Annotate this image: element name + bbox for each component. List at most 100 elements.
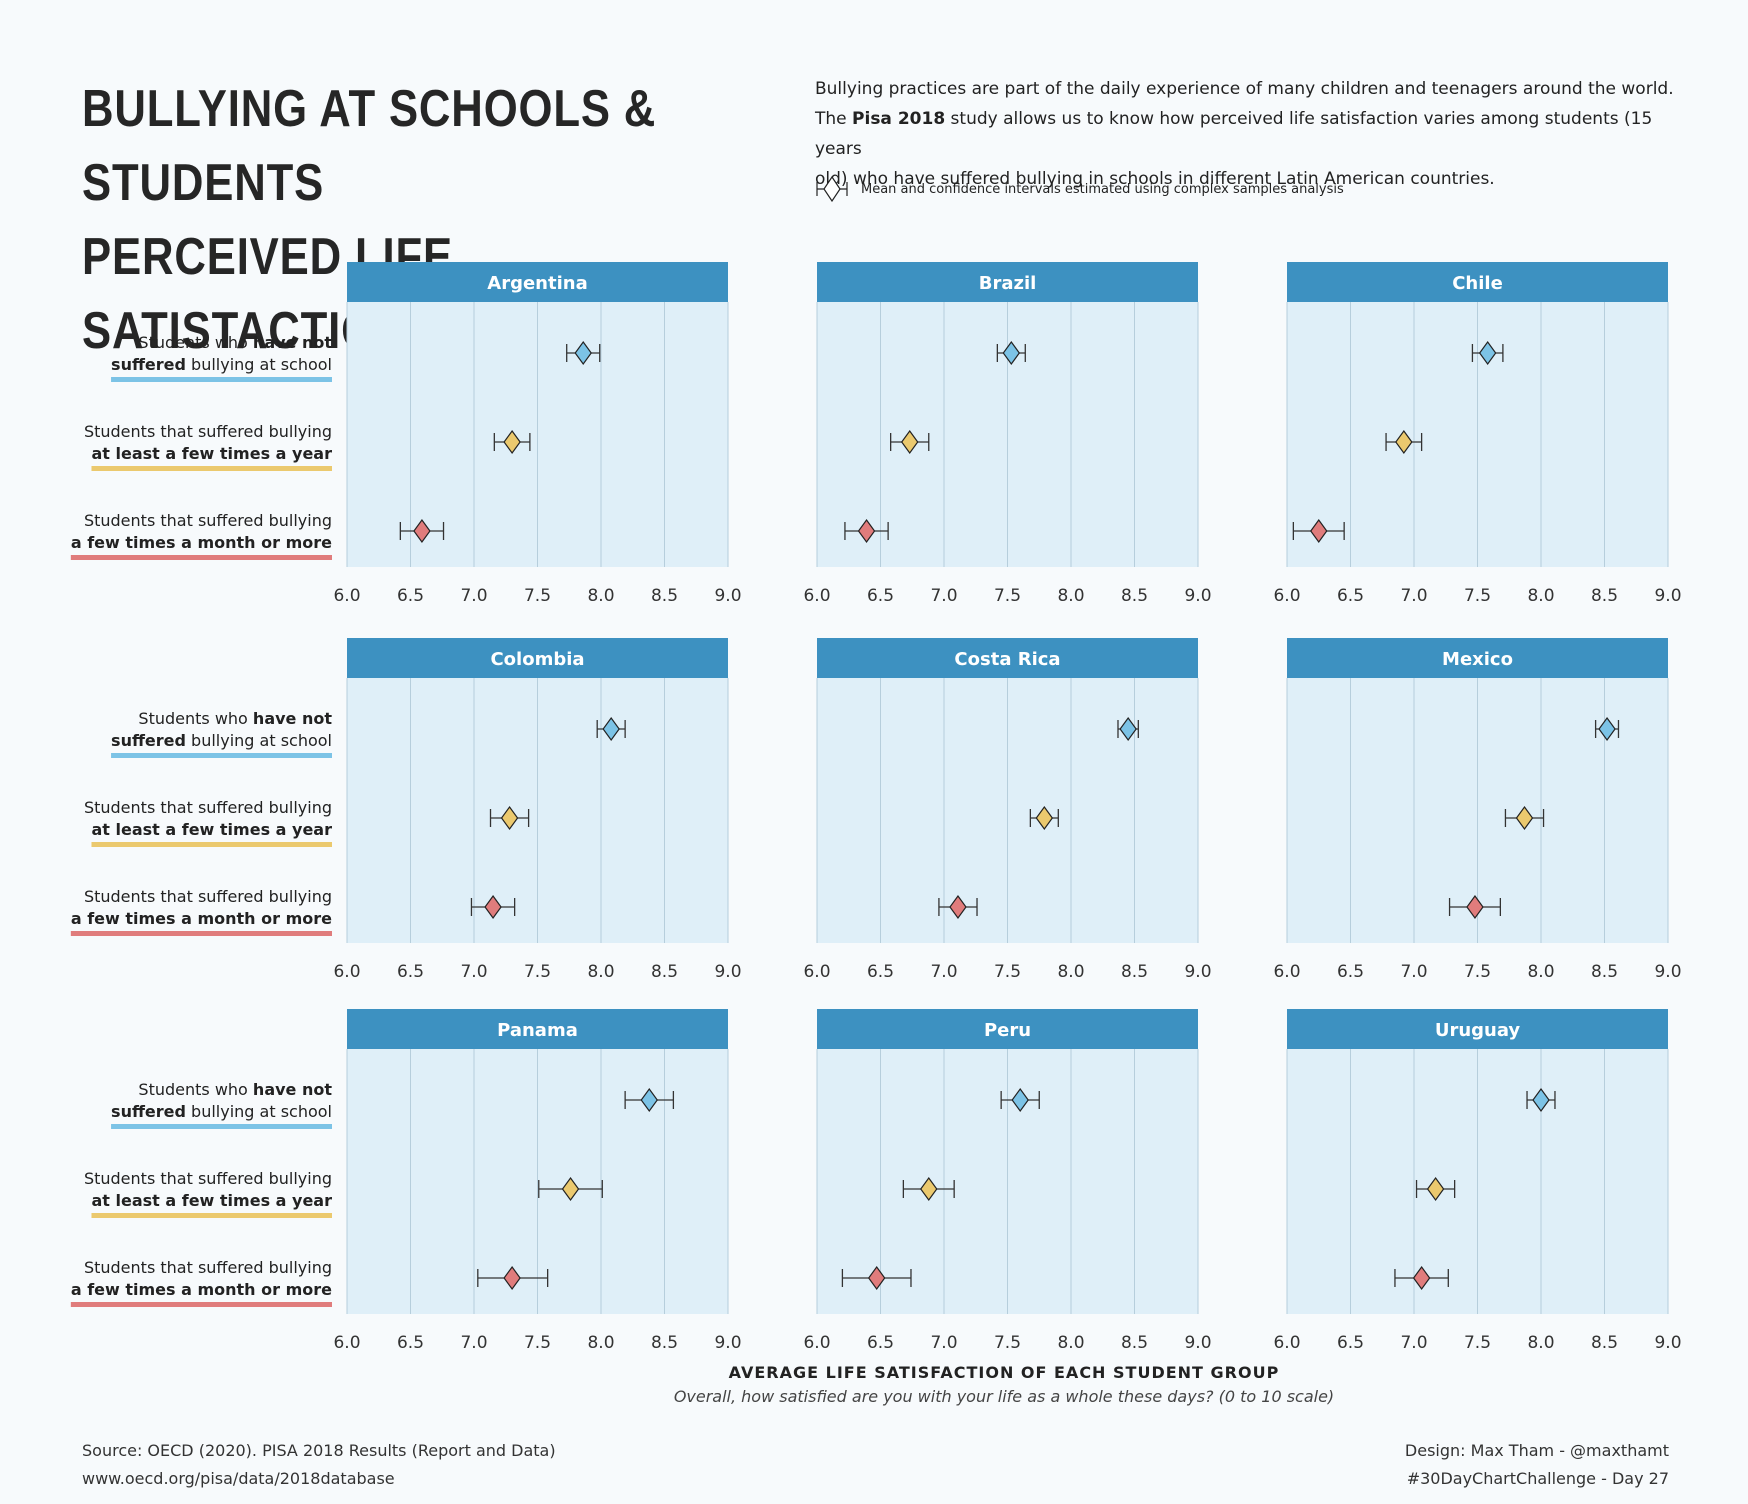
- x-tick-label: 9.0: [1184, 586, 1211, 606]
- mean-diamond: [602, 716, 620, 742]
- x-tick-label: 9.0: [714, 586, 741, 606]
- group-label-underline: [111, 1124, 332, 1129]
- group-label-line-2: a few times a month or more: [71, 1280, 332, 1299]
- x-tick-label: 7.5: [524, 586, 551, 606]
- x-tick-label: 6.5: [1337, 586, 1364, 606]
- x-tick-label: 8.5: [1121, 586, 1148, 606]
- x-tick-label: 8.0: [587, 586, 614, 606]
- x-tick-label: 6.0: [1273, 586, 1300, 606]
- group-label-underline: [91, 466, 332, 471]
- data-point-monthly: [1394, 1265, 1449, 1291]
- x-tick-label: 9.0: [1184, 1333, 1211, 1353]
- panel-header: [817, 638, 1198, 678]
- panel-brazil: 6.0 6.5 7.0 7.5 8.0 8.5 9.0 Brazil: [803, 262, 1212, 606]
- source-url: www.oecd.org/pisa/data/2018database: [82, 1469, 395, 1488]
- panel-header: [347, 262, 728, 302]
- mean-diamond: [1466, 894, 1484, 920]
- group-label-line-2: at least a few times a year: [91, 820, 332, 839]
- x-tick-label: 8.0: [1527, 586, 1554, 606]
- x-tick-label: 6.5: [867, 586, 894, 606]
- x-tick-label: 8.0: [587, 1333, 614, 1353]
- x-tick-label: 6.5: [397, 1333, 424, 1353]
- x-tick-label: 6.0: [1273, 962, 1300, 982]
- mean-diamond: [1515, 805, 1534, 831]
- data-point-never: [566, 340, 601, 366]
- x-tick-label: 7.0: [930, 586, 957, 606]
- data-point-monthly: [1448, 894, 1502, 920]
- group-label-line-1: Students that suffered bullying: [84, 887, 332, 906]
- x-tick-label: 7.0: [460, 962, 487, 982]
- group-label-never: Students who have not suffered bullying a…: [111, 1080, 332, 1129]
- group-label-yearly: Students that suffered bullying at least …: [84, 798, 332, 847]
- group-label-line-1: Students that suffered bullying: [84, 1258, 332, 1277]
- mean-diamond: [900, 429, 919, 455]
- mean-diamond: [503, 429, 521, 455]
- data-point-never: [1117, 716, 1139, 742]
- x-tick-label: 6.0: [803, 586, 830, 606]
- x-tick-label: 9.0: [714, 1333, 741, 1353]
- group-label-yearly: Students that suffered bullying at least …: [84, 1169, 332, 1218]
- x-tick-label: 7.0: [1400, 1333, 1427, 1353]
- group-label-never: Students who have not suffered bullying a…: [111, 709, 332, 758]
- panel-title: Peru: [984, 1020, 1031, 1041]
- mean-diamond: [1412, 1265, 1431, 1291]
- x-tick-label: 6.5: [867, 962, 894, 982]
- group-label-underline: [70, 1302, 332, 1307]
- panel-costa-rica: 6.0 6.5 7.0 7.5 8.0 8.5 9.0 Costa Rica: [803, 638, 1212, 982]
- x-tick-label: 7.5: [994, 586, 1021, 606]
- data-point-yearly: [1504, 805, 1545, 831]
- mean-diamond: [1310, 518, 1328, 544]
- panel-header: [1287, 1009, 1668, 1049]
- panel-header: [1287, 262, 1668, 302]
- x-tick-label: 8.0: [587, 962, 614, 982]
- x-tick-label: 9.0: [1654, 586, 1681, 606]
- x-tick-label: 8.0: [1527, 1333, 1554, 1353]
- x-tick-label: 7.0: [930, 962, 957, 982]
- panel-argentina: 6.0 6.5 7.0 7.5 8.0 8.5 9.0 Argentina Students w…: [70, 262, 742, 606]
- panel-header: [817, 262, 1198, 302]
- group-label-line-2: suffered bullying at school: [111, 355, 332, 374]
- panel-peru: 6.0 6.5 7.0 7.5 8.0 8.5 9.0 Peru: [803, 1009, 1212, 1353]
- mean-diamond: [1395, 429, 1413, 455]
- x-tick-label: 8.5: [1121, 962, 1148, 982]
- group-label-line-1: Students that suffered bullying: [84, 511, 332, 530]
- data-point-never: [1000, 1087, 1040, 1113]
- mean-diamond: [867, 1265, 886, 1291]
- data-point-yearly: [489, 805, 530, 831]
- x-tick-label: 6.5: [397, 586, 424, 606]
- panel-header: [817, 1009, 1198, 1049]
- mean-diamond: [1532, 1087, 1550, 1113]
- panel-colombia: 6.0 6.5 7.0 7.5 8.0 8.5 9.0 Colombia Students wh…: [70, 638, 742, 982]
- group-label-underline: [111, 753, 332, 758]
- intro-line-2: The Pisa 2018 study allows us to know ho…: [815, 104, 1675, 164]
- footer-source: Source: OECD (2020). PISA 2018 Results (…: [82, 1437, 556, 1493]
- x-axis-subtitle: Overall, how satisfied are you with your…: [673, 1387, 1335, 1406]
- intro-line-2-post: study allows us to know how perceived li…: [815, 109, 1653, 159]
- group-label-monthly: Students that suffered bullying a few tim…: [70, 1258, 332, 1307]
- mean-diamond: [640, 1087, 659, 1113]
- x-tick-label: 7.5: [1464, 586, 1491, 606]
- x-tick-label: 8.5: [1591, 962, 1618, 982]
- data-point-yearly: [1029, 805, 1059, 831]
- data-point-never: [996, 340, 1026, 366]
- ci-legend-label: Mean and confidence intervals estimated …: [861, 181, 1344, 197]
- group-label-line-1: Students that suffered bullying: [84, 798, 332, 817]
- x-tick-label: 7.0: [460, 586, 487, 606]
- challenge-credit: #30DayChartChallenge - Day 27: [1406, 1469, 1669, 1488]
- group-label-underline: [70, 555, 332, 560]
- x-tick-label: 9.0: [1184, 962, 1211, 982]
- panel-title: Argentina: [487, 273, 587, 294]
- x-tick-label: 6.0: [333, 962, 360, 982]
- x-tick-label: 7.5: [994, 1333, 1021, 1353]
- data-point-monthly: [1292, 518, 1345, 544]
- group-label-line-2: at least a few times a year: [91, 1191, 332, 1210]
- mean-diamond: [1119, 716, 1137, 742]
- data-point-monthly: [399, 518, 445, 544]
- data-point-never: [1594, 716, 1620, 742]
- data-point-never: [596, 716, 626, 742]
- panel-header: [347, 638, 728, 678]
- group-label-underline: [111, 377, 332, 382]
- x-tick-label: 7.0: [460, 1333, 487, 1353]
- x-tick-label: 8.0: [1057, 962, 1084, 982]
- mean-diamond: [1035, 805, 1054, 831]
